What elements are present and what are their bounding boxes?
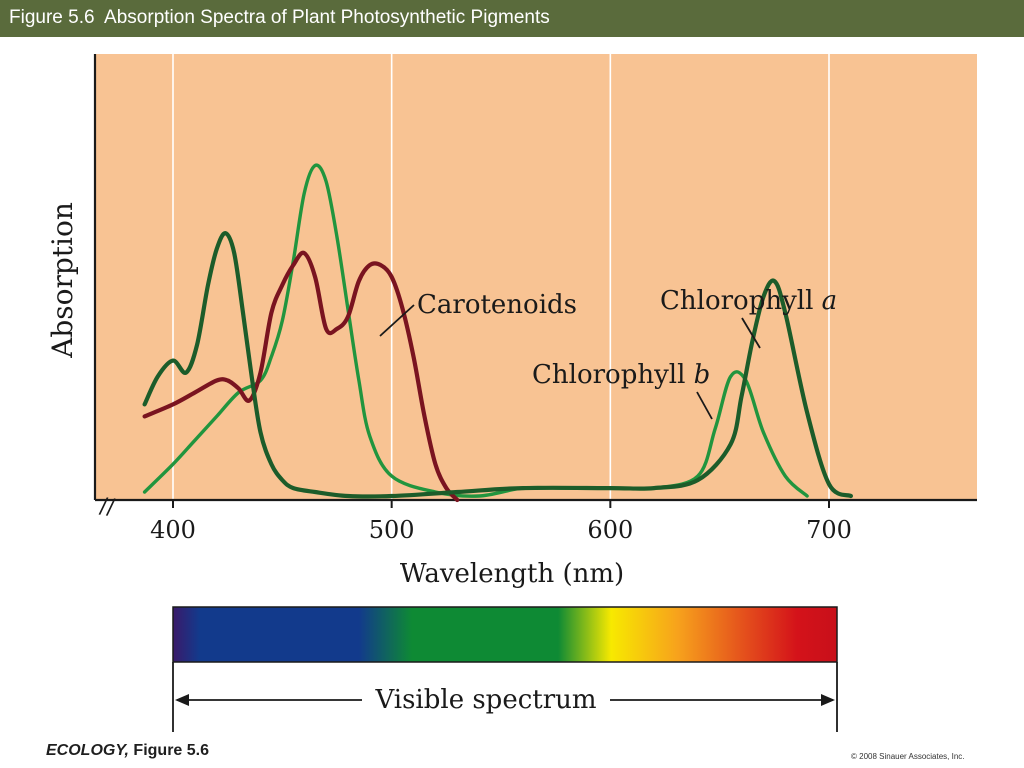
title-bar: Figure 5.6 Absorption Spectra of Plant P… [0, 0, 1024, 37]
x-tick-label-600: 600 [587, 516, 633, 544]
footer-book-title: ECOLOGY, [46, 742, 129, 759]
x-tick-labels: 400 500 600 700 [150, 516, 852, 544]
x-tick-label-500: 500 [369, 516, 415, 544]
series-label-part: b [694, 360, 711, 390]
series-line-chlorophyll-a [142, 231, 853, 499]
series-label-carotenoids: Carotenoids [417, 290, 577, 320]
series-label-part: Chlorophyll [532, 360, 694, 390]
plot-background [95, 54, 977, 500]
spectrum-arrowhead-left [175, 694, 189, 706]
x-axis-label: Wavelength (nm) [400, 559, 624, 589]
leader-line-chlorophyll-a [741, 317, 761, 349]
series-label-part: Carotenoids [417, 290, 577, 320]
spectrum-arrowhead-right [821, 694, 835, 706]
leader-line-chlorophyll-b [696, 391, 713, 420]
series-label-part: Chlorophyll [660, 286, 822, 316]
footer-copyright: © 2008 Sinauer Associates, Inc. [851, 752, 965, 761]
axes [93, 54, 977, 508]
x-tick-label-700: 700 [806, 516, 852, 544]
series-label-part: a [822, 286, 838, 316]
visible-spectrum-label: Visible spectrum [374, 685, 596, 715]
footer-figure-number: Figure 5.6 [128, 742, 210, 759]
series-lines [142, 163, 853, 503]
visible-spectrum-arrow [172, 662, 838, 732]
axis-break-mark: // [98, 494, 117, 521]
leader-line-carotenoids [379, 304, 415, 337]
footer-source: ECOLOGY, Figure 5.6 [46, 742, 209, 760]
visible-spectrum-bar [172, 606, 838, 663]
x-tick-label-400: 400 [150, 516, 196, 544]
series-label-chlorophyll-a: Chlorophyll a [660, 286, 837, 316]
series-label-chlorophyll-b: Chlorophyll b [532, 360, 710, 390]
page-title: Figure 5.6 Absorption Spectra of Plant P… [9, 7, 550, 28]
series-line-carotenoids [142, 250, 460, 503]
y-axis-label: Absorption [46, 202, 79, 359]
